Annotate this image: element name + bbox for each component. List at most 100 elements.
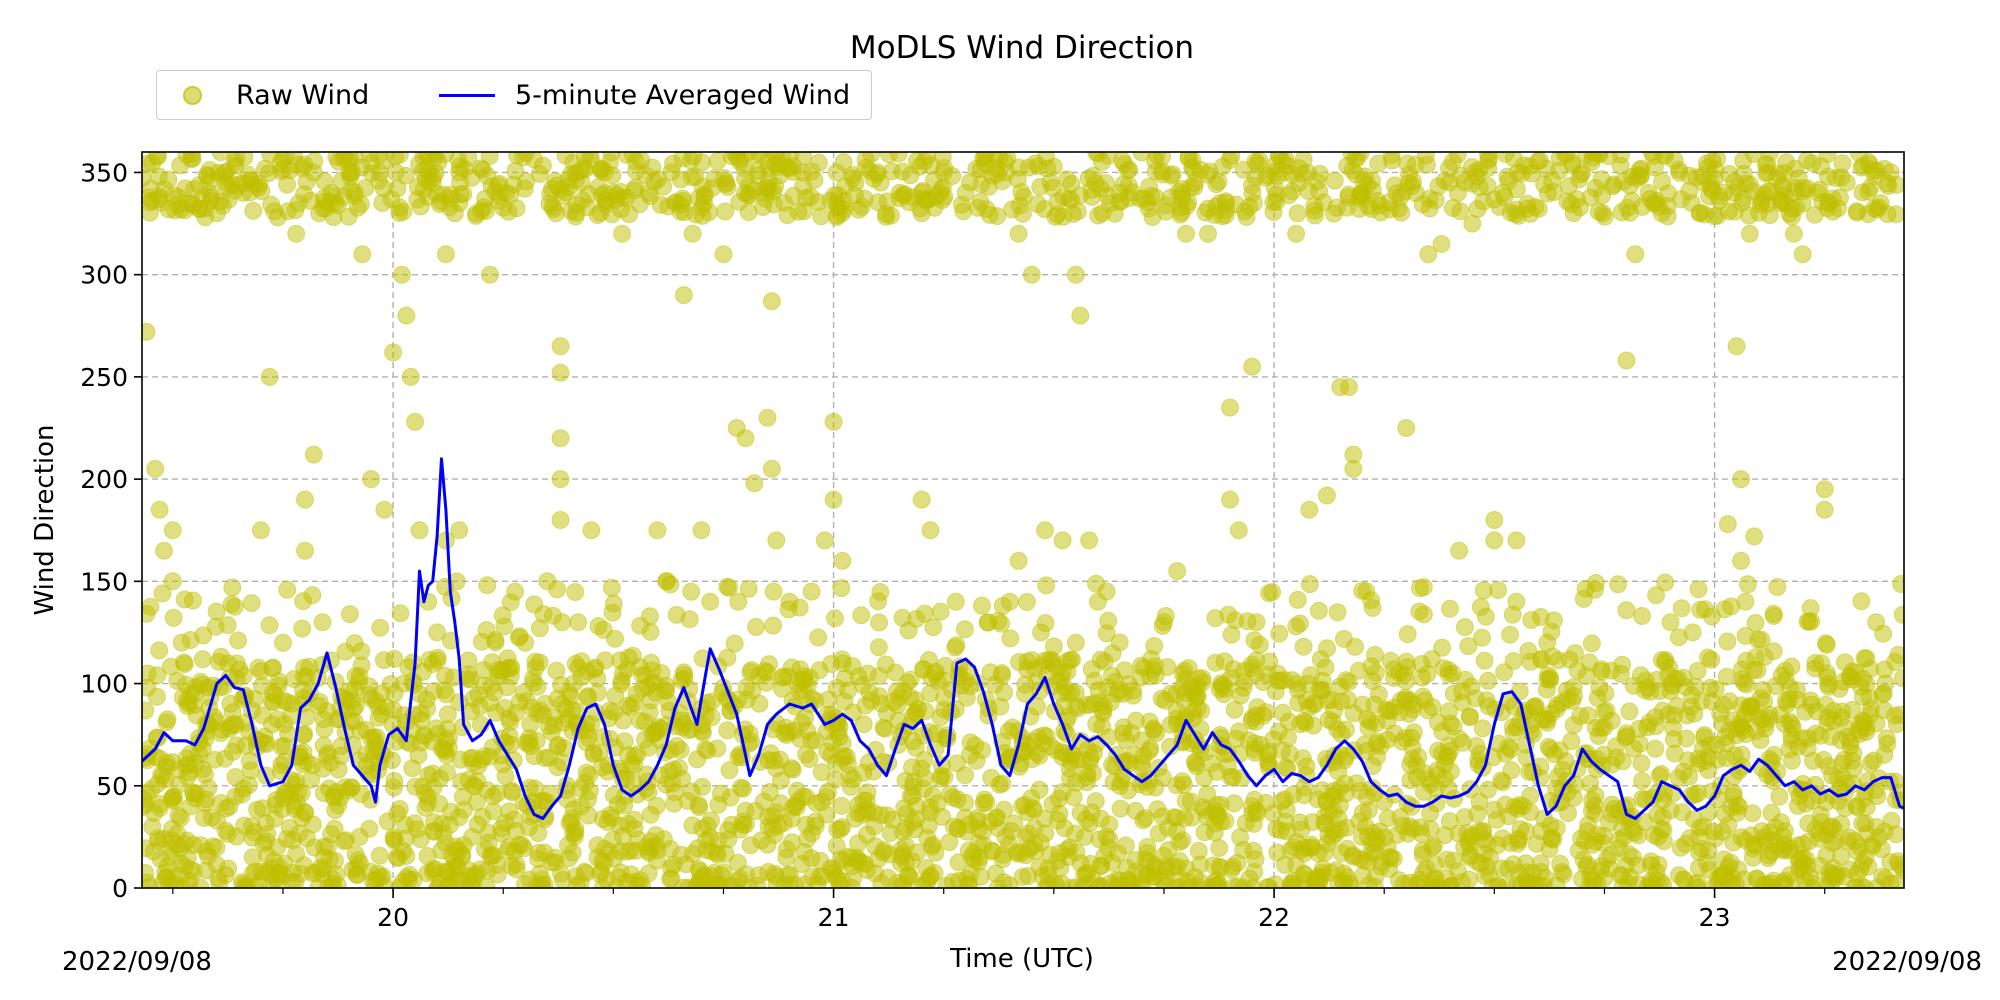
raw-wind-point xyxy=(391,604,410,623)
raw-wind-point xyxy=(682,582,701,601)
raw-wind-point xyxy=(484,787,503,806)
raw-wind-point xyxy=(1422,650,1441,669)
raw-wind-point xyxy=(832,579,851,598)
raw-wind-point xyxy=(940,833,959,852)
raw-wind-point xyxy=(1557,681,1576,700)
date-label-left: 2022/09/08 xyxy=(62,947,212,977)
raw-wind-point xyxy=(498,678,517,697)
raw-wind-point xyxy=(1562,732,1581,751)
raw-wind-point xyxy=(1434,659,1453,678)
raw-wind-point xyxy=(906,738,925,757)
raw-wind-point xyxy=(1489,581,1508,600)
raw-wind-point xyxy=(259,164,278,183)
raw-wind-point xyxy=(1473,719,1492,738)
raw-wind-point xyxy=(260,367,279,386)
raw-wind-point xyxy=(1440,812,1459,831)
raw-wind-point xyxy=(1026,154,1045,173)
raw-wind-point xyxy=(415,784,434,803)
raw-wind-point xyxy=(1859,153,1878,172)
raw-wind-point xyxy=(1369,685,1388,704)
raw-wind-point xyxy=(212,794,231,812)
raw-wind-point xyxy=(1547,696,1566,715)
raw-wind-point xyxy=(1001,629,1020,648)
raw-wind-point xyxy=(612,672,631,691)
raw-wind-point xyxy=(216,173,235,192)
raw-wind-point xyxy=(459,770,478,789)
legend-marker-averaged-wind xyxy=(439,93,495,97)
raw-wind-point xyxy=(725,634,744,653)
raw-wind-point xyxy=(508,152,527,165)
raw-wind-point xyxy=(918,828,937,847)
raw-wind-point xyxy=(763,819,782,837)
raw-wind-point xyxy=(1793,849,1812,868)
raw-wind-point xyxy=(1743,804,1762,823)
raw-wind-point xyxy=(1772,813,1791,832)
raw-wind-point xyxy=(719,830,738,849)
raw-wind-point xyxy=(996,153,1015,172)
raw-wind-point xyxy=(1682,193,1701,212)
raw-wind-point xyxy=(638,677,657,696)
raw-wind-point xyxy=(248,800,267,819)
raw-wind-point xyxy=(912,490,931,509)
raw-wind-point xyxy=(430,195,449,213)
raw-wind-point xyxy=(223,742,242,761)
raw-wind-point xyxy=(782,759,801,778)
chart-legend: Raw Wind 5-minute Averaged Wind xyxy=(156,70,872,120)
raw-wind-point xyxy=(1275,790,1294,809)
raw-wind-point xyxy=(991,697,1010,716)
raw-wind-point xyxy=(184,591,202,610)
raw-wind-point xyxy=(767,531,786,550)
raw-wind-point xyxy=(1391,187,1410,206)
raw-wind-point xyxy=(1119,872,1138,888)
raw-wind-point xyxy=(1752,630,1771,649)
raw-wind-point xyxy=(371,618,390,637)
raw-wind-point xyxy=(187,754,206,773)
raw-wind-point xyxy=(1460,707,1479,726)
raw-wind-point xyxy=(846,173,865,192)
raw-wind-point xyxy=(419,766,438,785)
raw-wind-point xyxy=(292,784,311,802)
raw-wind-point xyxy=(1648,871,1666,888)
raw-wind-point xyxy=(987,808,1006,827)
raw-wind-point xyxy=(1653,172,1672,191)
raw-wind-point xyxy=(1758,163,1777,182)
raw-wind-point xyxy=(164,787,183,806)
raw-wind-point xyxy=(1675,870,1694,888)
raw-wind-point xyxy=(207,204,226,223)
raw-wind-point xyxy=(742,661,761,679)
raw-wind-point xyxy=(1650,682,1669,700)
raw-wind-point xyxy=(1155,613,1173,632)
raw-wind-point xyxy=(1468,804,1487,823)
raw-wind-point xyxy=(736,429,755,448)
raw-wind-point xyxy=(1318,639,1336,658)
raw-wind-point xyxy=(1845,831,1864,850)
raw-wind-point xyxy=(252,182,271,201)
raw-wind-point xyxy=(718,721,737,740)
raw-wind-point xyxy=(142,873,157,888)
raw-wind-point xyxy=(812,763,831,782)
raw-wind-point xyxy=(718,178,737,196)
raw-wind-point xyxy=(778,158,797,177)
raw-wind-point xyxy=(1414,578,1433,597)
raw-wind-point xyxy=(159,170,178,189)
raw-wind-point xyxy=(1034,726,1053,745)
raw-wind-point xyxy=(142,790,153,809)
raw-wind-point xyxy=(1624,820,1642,839)
raw-wind-point xyxy=(868,163,887,182)
raw-wind-point xyxy=(1494,183,1513,202)
raw-wind-point xyxy=(346,697,365,716)
legend-marker-raw-wind xyxy=(183,85,202,105)
raw-wind-point xyxy=(303,586,322,605)
raw-wind-point xyxy=(1288,204,1307,223)
raw-wind-point xyxy=(1191,873,1210,888)
raw-wind-point xyxy=(664,154,682,173)
raw-wind-point xyxy=(1279,186,1298,205)
raw-wind-point xyxy=(1685,785,1704,804)
raw-wind-point xyxy=(1626,245,1645,264)
raw-wind-point xyxy=(566,583,585,601)
raw-wind-point xyxy=(1301,666,1320,685)
raw-wind-point xyxy=(1435,754,1454,773)
raw-wind-point xyxy=(802,582,821,601)
raw-wind-point xyxy=(1393,816,1412,835)
raw-wind-point xyxy=(1529,199,1548,218)
